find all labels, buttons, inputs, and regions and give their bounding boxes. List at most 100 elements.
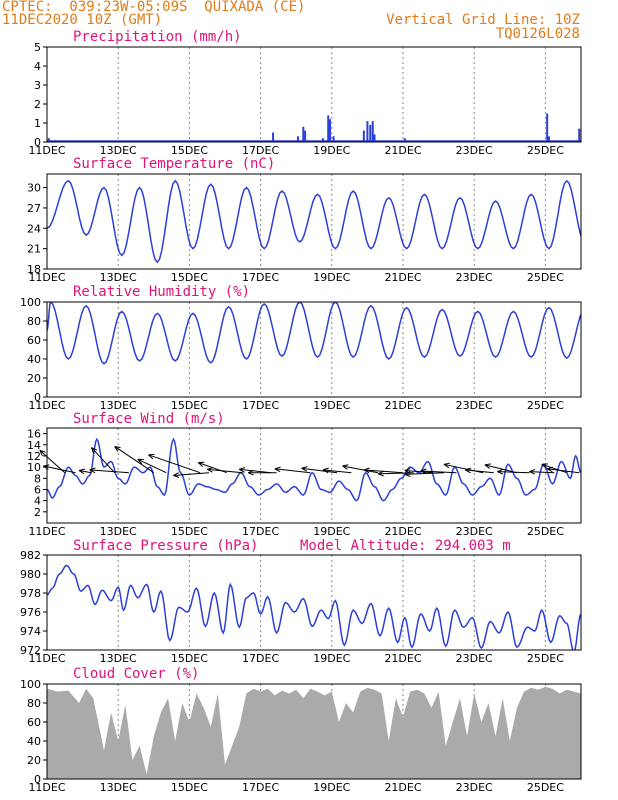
panel-title: Surface Wind (m/s) [73,411,225,427]
precip-bar [329,119,332,142]
precip-bar [373,134,376,142]
y-tick-label: 100 [20,678,41,691]
x-tick-label: 13DEC [100,271,137,284]
y-tick-label: 4 [34,495,41,508]
y-tick-label: 30 [27,182,41,195]
wind-arrowhead [247,469,254,476]
wind-arrowhead [377,470,384,477]
y-tick-label: 21 [27,243,41,256]
panel-frame [46,173,582,270]
wind-vector [322,469,352,474]
y-tick-label: 974 [20,625,41,638]
y-tick-label: 40 [27,353,41,366]
x-tick-label: 21DEC [384,271,421,284]
wind-vector [148,454,201,474]
x-tick-label: 15DEC [171,781,208,794]
x-tick-label: 11DEC [28,781,65,794]
y-tick-label: 24 [27,222,41,235]
wind-arrowhead [137,458,144,465]
x-tick-label: 17DEC [242,271,279,284]
precip-bar [327,115,330,142]
plot-area [47,302,581,365]
y-tick-label: 18 [27,263,41,276]
x-tick-label: 17DEC [242,525,279,538]
model-code-label: TQ0126L028 [495,26,580,42]
y-tick-label: 60 [27,716,41,729]
x-tick-label: 15DEC [171,525,208,538]
x-tick-label: 15DEC [171,144,208,157]
x-tick-label: 11DEC [28,144,65,157]
x-tick-label: 21DEC [384,781,421,794]
y-tick-label: 12 [27,450,41,463]
x-tick-label: 21DEC [384,525,421,538]
wind-arrowhead [322,467,329,474]
wind-arrowhead [148,453,155,460]
x-tick-label: 19DEC [313,652,350,665]
precip-bar [547,136,550,142]
y-tick-label: 980 [20,568,41,581]
y-tick-label: 1 [34,117,41,130]
panel-frame [46,46,582,143]
y-tick-label: 20 [27,372,41,385]
y-tick-label: 976 [20,606,41,619]
wind-arrowhead [342,464,349,470]
x-tick-label: 21DEC [384,399,421,412]
wind-arrowhead [114,445,121,452]
series-line [47,437,581,502]
x-tick-label: 23DEC [456,525,493,538]
wind-arrowhead [91,447,98,454]
panel-title: Relative Humidity (%) [73,284,250,300]
wind-vector [301,467,338,474]
y-tick-label: 40 [27,735,41,748]
y-tick-label: 972 [20,644,41,657]
series-line [47,179,581,264]
wind-arrowhead [173,472,180,478]
y-tick-label: 60 [27,334,41,347]
precip-bar [304,130,307,142]
y-tick-label: 14 [27,439,41,452]
precip-bar [332,136,335,142]
y-tick-label: 80 [27,315,41,328]
wind-vector [404,469,434,474]
y-tick-label: 8 [34,472,41,485]
wind-arrowhead [404,471,411,477]
x-tick-label: 19DEC [313,781,350,794]
wind-arrowhead [443,462,450,469]
x-tick-label: 25DEC [527,652,564,665]
x-tick-label: 13DEC [100,652,137,665]
plot-area [47,686,581,779]
wind-arrowhead [206,467,214,473]
x-tick-label: 25DEC [527,271,564,284]
x-tick-label: 17DEC [242,399,279,412]
y-tick-label: 2 [34,506,41,519]
wind-vector [342,465,379,474]
wind-arrowhead [78,468,86,475]
station-header: CPTEC: 039:23W-05:09S QUIXADA (CE) [2,0,306,15]
x-tick-label: 13DEC [100,525,137,538]
x-tick-label: 25DEC [527,144,564,157]
x-tick-label: 19DEC [313,144,350,157]
x-tick-label: 13DEC [100,399,137,412]
wind-arrowhead [546,466,554,473]
plot-area [47,437,581,502]
y-tick-label: 100 [20,296,41,309]
plot-area [47,113,581,142]
x-tick-label: 19DEC [313,399,350,412]
wind-arrowhead [301,466,308,472]
x-tick-label: 23DEC [456,652,493,665]
y-tick-label: 10 [27,461,41,474]
x-tick-label: 19DEC [313,271,350,284]
wind-arrowhead [497,468,504,475]
precip-bar [296,136,299,142]
x-tick-label: 23DEC [456,271,493,284]
run-date-header: 11DEC2020 10Z (GMT) [2,12,163,28]
wind-vector [39,449,66,474]
plot-area [47,564,581,650]
y-tick-label: 978 [20,587,41,600]
x-tick-label: 23DEC [456,399,493,412]
precip-bar [366,121,369,142]
y-tick-label: 80 [27,697,41,710]
y-tick-label: 27 [27,202,41,215]
wind-vector [114,446,155,474]
